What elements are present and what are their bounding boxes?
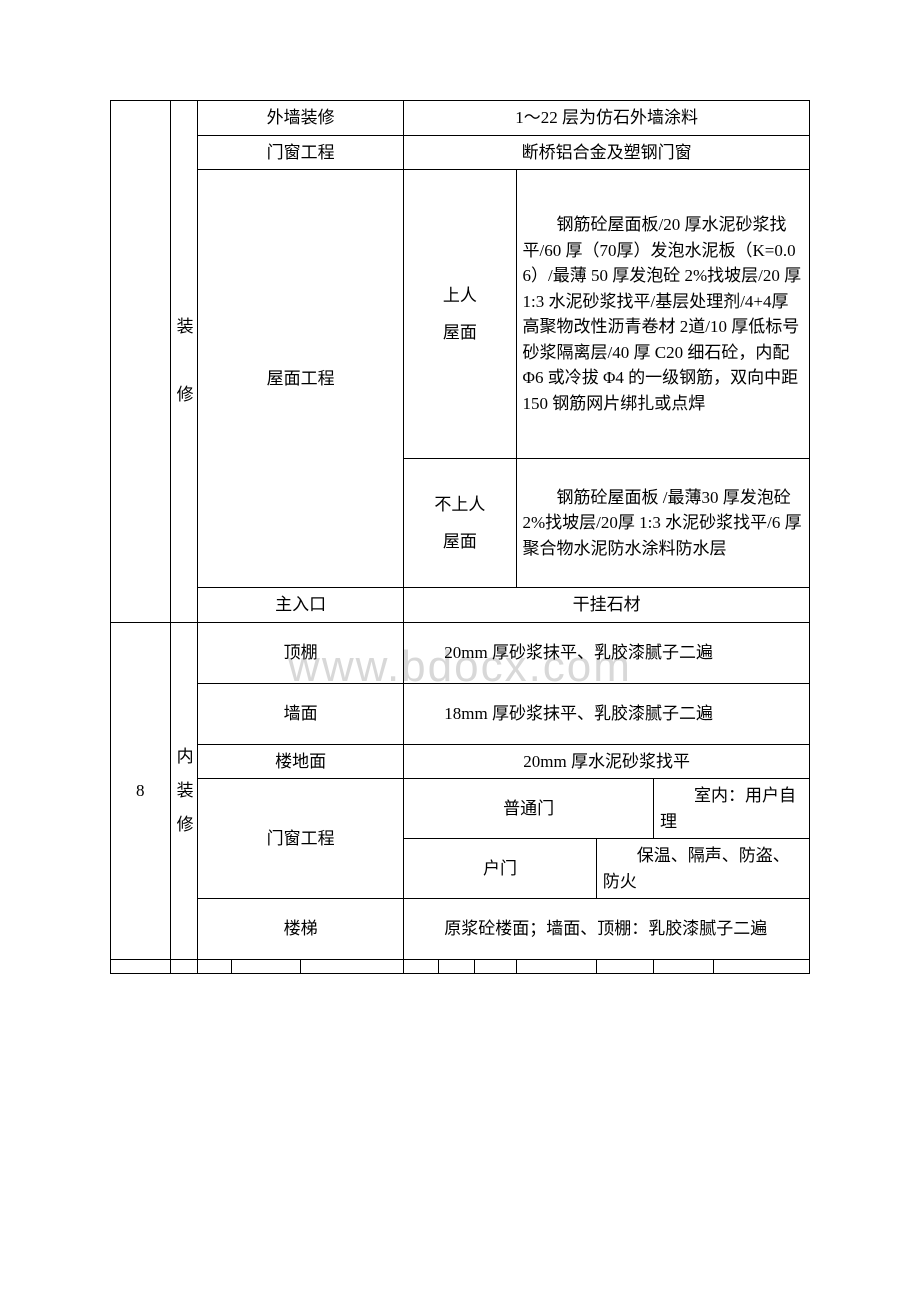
cell-empty [475,960,516,974]
table-row: 门窗工程 普通门 室内：用户自理 [111,779,810,839]
cell-desc: 钢筋砼屋面板/20 厚水泥砂浆找平/60 厚（70厚）发泡水泥板（K=0.06）… [516,170,809,459]
cell-sub: 不上人屋面 [404,459,516,588]
cell-empty [301,960,404,974]
cell-category: 装修 [170,101,197,623]
cell-item: 顶棚 [198,622,404,683]
cell-num: 8 [111,622,171,960]
cell-item: 门窗工程 [198,779,404,899]
cell-empty [438,960,475,974]
cell-desc: 钢筋砼屋面板 /最薄30 厚发泡砼 2%找坡层/20厚 1:3 水泥砂浆找平/6… [516,459,809,588]
cell-category: 内装修 [170,622,197,960]
cell-sub: 普通门 [404,779,654,839]
table-row: 门窗工程 断桥铝合金及塑钢门窗 [111,135,810,170]
cell-item: 门窗工程 [198,135,404,170]
cell-empty [653,960,713,974]
cell-desc: 室内：用户自理 [653,779,809,839]
spec-table: 装修 外墙装修 1～22 层为仿石外墙涂料 门窗工程 断桥铝合金及塑钢门窗 屋面… [110,100,810,974]
cell-item: 楼梯 [198,899,404,960]
cell-desc: 20mm 厚水泥砂浆找平 [404,744,810,779]
cell-empty [404,960,438,974]
cell-desc: 1～22 层为仿石外墙涂料 [404,101,810,136]
cell-empty [713,960,809,974]
cell-empty [596,960,653,974]
cell-item: 外墙装修 [198,101,404,136]
cell-empty [198,960,232,974]
table-row [111,960,810,974]
table-row: 装修 外墙装修 1～22 层为仿石外墙涂料 [111,101,810,136]
table-row: 楼梯 原浆砼楼面；墙面、顶棚：乳胶漆腻子二遍 [111,899,810,960]
cell-sub: 上人屋面 [404,170,516,459]
table-row: 屋面工程 上人屋面 钢筋砼屋面板/20 厚水泥砂浆找平/60 厚（70厚）发泡水… [111,170,810,459]
cell-desc: 保温、隔声、防盗、防火 [596,839,809,899]
cell-empty [232,960,301,974]
cell-desc: 原浆砼楼面；墙面、顶棚：乳胶漆腻子二遍 [404,899,810,960]
table-row: 墙面 18mm 厚砂浆抹平、乳胶漆腻子二遍 [111,683,810,744]
cell-item: 屋面工程 [198,170,404,588]
cell-empty [170,960,197,974]
cell-item: 楼地面 [198,744,404,779]
table-row: 楼地面 20mm 厚水泥砂浆找平 [111,744,810,779]
cell-empty [111,960,171,974]
table-row: 8 内装修 顶棚 20mm 厚砂浆抹平、乳胶漆腻子二遍 [111,622,810,683]
cell-item: 主入口 [198,588,404,623]
cell-desc: 干挂石材 [404,588,810,623]
cell-num [111,101,171,623]
table-row: 主入口 干挂石材 [111,588,810,623]
cell-empty [516,960,596,974]
cell-item: 墙面 [198,683,404,744]
cell-desc: 断桥铝合金及塑钢门窗 [404,135,810,170]
cell-desc: 18mm 厚砂浆抹平、乳胶漆腻子二遍 [404,683,810,744]
cell-sub: 户门 [404,839,596,899]
cell-desc: 20mm 厚砂浆抹平、乳胶漆腻子二遍 [404,622,810,683]
